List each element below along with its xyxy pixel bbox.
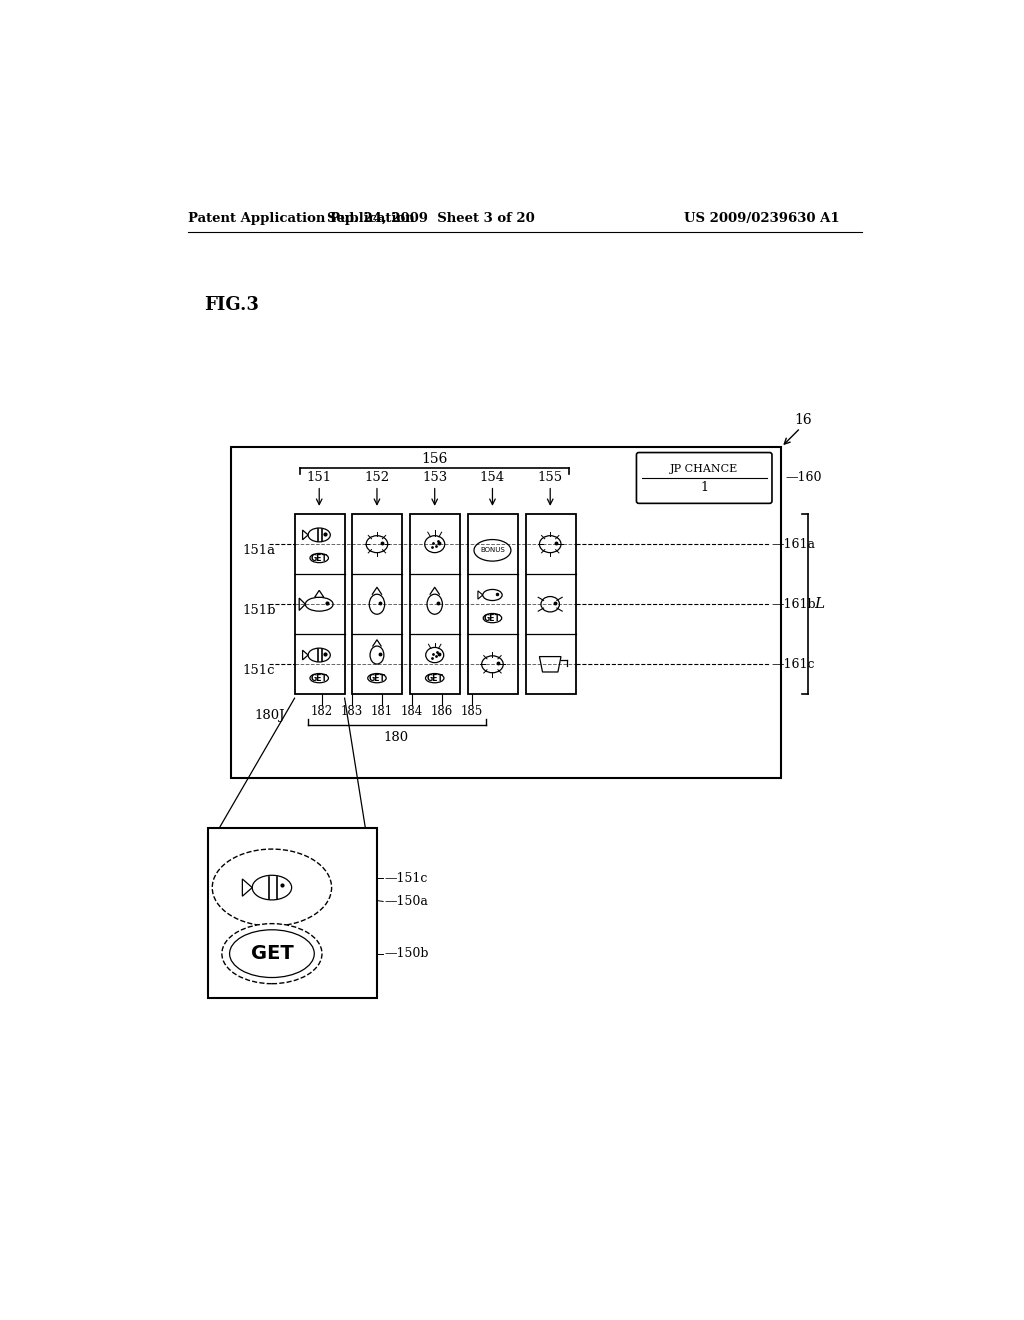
Ellipse shape — [370, 594, 385, 614]
Bar — [208, 829, 377, 998]
Text: JP CHANCE: JP CHANCE — [670, 463, 738, 474]
Ellipse shape — [425, 673, 444, 682]
Text: 184: 184 — [400, 705, 423, 718]
Text: 16: 16 — [795, 413, 812, 428]
Text: 183: 183 — [340, 705, 362, 718]
Ellipse shape — [308, 648, 331, 663]
Text: 186: 186 — [430, 705, 453, 718]
Bar — [230, 447, 781, 779]
Text: GET: GET — [310, 553, 328, 562]
Ellipse shape — [481, 656, 503, 673]
Polygon shape — [302, 531, 308, 540]
Text: GET: GET — [426, 673, 443, 682]
Text: 151a: 151a — [243, 544, 275, 557]
Text: L: L — [814, 597, 824, 611]
Text: 154: 154 — [480, 471, 505, 484]
Bar — [410, 515, 460, 694]
Ellipse shape — [222, 924, 322, 983]
Polygon shape — [540, 656, 561, 672]
Text: 152: 152 — [365, 471, 389, 484]
Ellipse shape — [483, 614, 502, 623]
Bar — [295, 515, 345, 694]
Ellipse shape — [252, 875, 292, 900]
Text: 181: 181 — [371, 705, 392, 718]
Bar — [352, 515, 402, 694]
Text: 185: 185 — [461, 705, 482, 718]
Text: —160: —160 — [785, 471, 821, 484]
Text: 180J: 180J — [254, 709, 285, 722]
Ellipse shape — [540, 536, 561, 553]
Text: —161c: —161c — [771, 657, 815, 671]
Text: 151b: 151b — [243, 603, 275, 616]
Text: GET: GET — [251, 944, 293, 964]
Ellipse shape — [474, 540, 511, 561]
Bar — [468, 515, 518, 694]
Ellipse shape — [310, 553, 329, 562]
Text: BONUS: BONUS — [480, 548, 505, 553]
Ellipse shape — [305, 597, 333, 611]
Ellipse shape — [212, 849, 332, 927]
Polygon shape — [478, 591, 482, 599]
Text: GET: GET — [310, 673, 328, 682]
Ellipse shape — [368, 673, 386, 682]
Bar — [525, 515, 575, 694]
Ellipse shape — [229, 929, 314, 978]
Text: 153: 153 — [422, 471, 447, 484]
Text: 156: 156 — [422, 451, 447, 466]
Ellipse shape — [367, 536, 388, 553]
Text: GET: GET — [369, 673, 385, 682]
Text: —161a: —161a — [771, 537, 815, 550]
Text: 1: 1 — [700, 482, 709, 495]
Text: 151: 151 — [306, 471, 332, 484]
Ellipse shape — [308, 528, 331, 541]
Polygon shape — [314, 590, 324, 598]
Text: —151c: —151c — [385, 871, 428, 884]
Ellipse shape — [482, 590, 502, 601]
Text: 155: 155 — [538, 471, 563, 484]
Text: GET: GET — [484, 614, 501, 623]
Text: —150a: —150a — [385, 895, 428, 908]
Text: FIG.3: FIG.3 — [204, 296, 259, 314]
Text: 180: 180 — [384, 731, 409, 744]
Text: US 2009/0239630 A1: US 2009/0239630 A1 — [684, 213, 840, 224]
Polygon shape — [243, 879, 252, 896]
Ellipse shape — [541, 597, 559, 612]
Text: —150b: —150b — [385, 948, 429, 960]
Polygon shape — [299, 598, 305, 610]
Ellipse shape — [370, 645, 384, 664]
Ellipse shape — [310, 673, 329, 682]
Ellipse shape — [426, 647, 443, 663]
Text: Patent Application Publication: Patent Application Publication — [188, 213, 415, 224]
Text: 151c: 151c — [243, 664, 274, 677]
Text: —161b: —161b — [771, 598, 816, 611]
Text: Sep. 24, 2009  Sheet 3 of 20: Sep. 24, 2009 Sheet 3 of 20 — [327, 213, 535, 224]
Polygon shape — [302, 651, 308, 660]
FancyBboxPatch shape — [637, 453, 772, 503]
Ellipse shape — [425, 536, 444, 553]
Text: 182: 182 — [310, 705, 333, 718]
Ellipse shape — [427, 594, 442, 614]
